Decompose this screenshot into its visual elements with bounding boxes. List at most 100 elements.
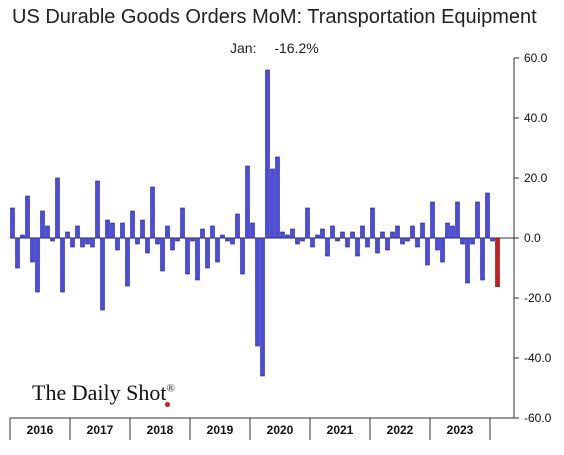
bar	[320, 228, 325, 239]
bar	[165, 225, 170, 239]
bar	[195, 237, 200, 281]
bar	[375, 237, 380, 254]
bar	[105, 219, 110, 239]
bar	[145, 237, 150, 254]
bar	[255, 237, 260, 347]
bar	[155, 237, 160, 245]
bar	[460, 237, 465, 245]
bar	[140, 219, 145, 239]
bar	[360, 225, 365, 239]
bar	[75, 225, 80, 239]
bar	[440, 237, 445, 263]
bar	[80, 237, 85, 248]
bar	[85, 237, 90, 245]
daily-shot-logo: The Daily Shot®	[32, 380, 175, 406]
bar	[390, 231, 395, 239]
y-tick-label: -20.0	[524, 291, 552, 305]
bar	[365, 237, 370, 248]
bar	[310, 237, 315, 248]
x-tick-label: 2021	[327, 423, 354, 437]
bar	[130, 210, 135, 239]
x-tick-label: 2018	[147, 423, 174, 437]
bar	[55, 177, 60, 239]
bar	[430, 201, 435, 239]
bar	[240, 237, 245, 275]
bar	[400, 237, 405, 245]
bar	[45, 225, 50, 239]
bar	[95, 180, 100, 239]
brand-name: The Daily Shot	[32, 380, 167, 405]
bar	[435, 237, 440, 251]
bar	[20, 234, 25, 239]
bar	[250, 222, 255, 239]
bar	[415, 237, 420, 248]
bar	[235, 213, 240, 239]
bar	[340, 231, 345, 239]
bar	[315, 234, 320, 239]
bar	[15, 237, 20, 269]
logo-dot	[165, 402, 170, 407]
bar	[350, 231, 355, 239]
bar	[40, 210, 45, 239]
bar	[480, 237, 485, 281]
bar	[200, 228, 205, 239]
bar	[205, 237, 210, 269]
bar	[275, 156, 280, 239]
bar	[215, 237, 220, 263]
bar	[265, 69, 270, 239]
x-tick-label: 2022	[387, 423, 414, 437]
bar	[260, 237, 265, 377]
x-tick-label: 2017	[87, 423, 114, 437]
bar	[180, 207, 185, 239]
bar	[135, 237, 140, 245]
bar	[355, 237, 360, 257]
bar	[10, 207, 15, 239]
bar	[65, 231, 70, 239]
bar	[220, 234, 225, 239]
bar	[175, 237, 180, 242]
bar	[280, 231, 285, 239]
x-tick-label: 2020	[267, 423, 294, 437]
bar	[210, 225, 215, 239]
bar	[475, 201, 480, 239]
bar	[25, 195, 30, 239]
bar	[225, 237, 230, 242]
bar	[285, 234, 290, 239]
y-tick-label: -40.0	[524, 351, 552, 365]
y-tick-label: 20.0	[524, 171, 548, 185]
y-tick-label: -60.0	[524, 411, 552, 425]
bar	[230, 237, 235, 245]
bar	[485, 192, 490, 239]
registered-mark: ®	[166, 382, 175, 395]
bar	[455, 201, 460, 239]
bar	[385, 237, 390, 251]
bar	[290, 228, 295, 239]
bar	[335, 237, 340, 242]
latest-value: -16.2%	[274, 40, 319, 56]
bar	[110, 222, 115, 239]
bar	[245, 165, 250, 239]
bar	[100, 237, 105, 311]
bar	[305, 207, 310, 239]
latest-label: Jan:	[230, 40, 257, 56]
x-tick-label: 2019	[207, 423, 234, 437]
bar	[190, 237, 195, 242]
bar	[300, 237, 305, 242]
bar	[405, 237, 410, 242]
bar	[90, 237, 95, 248]
bar	[120, 222, 125, 239]
bar	[185, 237, 190, 275]
bar	[115, 237, 120, 251]
bar	[370, 207, 375, 239]
bar	[490, 237, 495, 242]
bar	[170, 237, 175, 251]
bar	[330, 225, 335, 239]
bar	[60, 237, 65, 293]
bar	[380, 231, 385, 239]
bar	[425, 237, 430, 266]
chart-title: US Durable Goods Orders MoM: Transportat…	[12, 6, 537, 28]
bar	[50, 237, 55, 242]
bar	[345, 237, 350, 248]
latest-bar	[495, 237, 500, 287]
